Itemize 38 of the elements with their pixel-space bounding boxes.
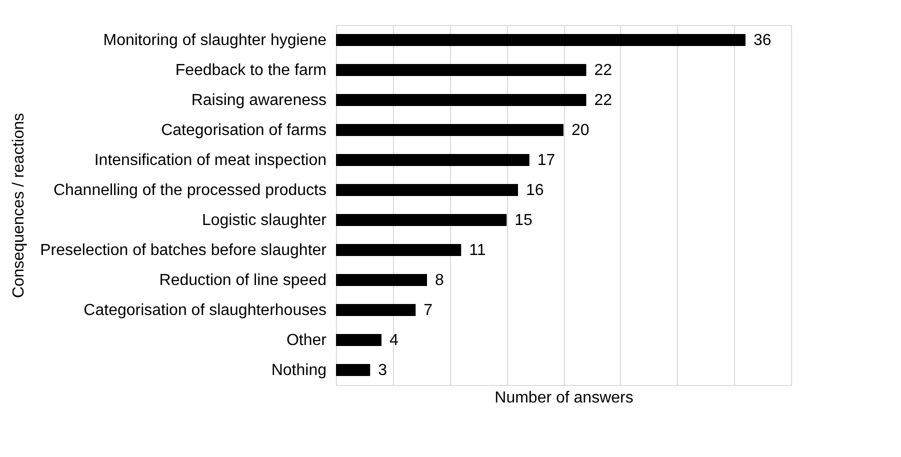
y-tick-label: Reduction of line speed xyxy=(159,272,326,289)
data-label: 20 xyxy=(572,122,590,139)
bar xyxy=(336,154,530,166)
y-tick-label: Monitoring of slaughter hygiene xyxy=(103,32,327,49)
bar xyxy=(336,184,518,196)
y-tick-label: Other xyxy=(286,332,328,349)
x-axis-title: Number of answers xyxy=(494,390,634,406)
bar xyxy=(336,124,564,136)
bar xyxy=(336,364,370,376)
bar xyxy=(336,274,427,286)
bar xyxy=(336,34,746,46)
data-label: 22 xyxy=(594,92,612,109)
y-tick-label: Intensification of meat inspection xyxy=(94,152,326,169)
y-tick-label: Feedback to the farm xyxy=(175,62,326,79)
bar xyxy=(336,214,507,226)
y-tick-label: Nothing xyxy=(271,362,326,379)
data-label: 17 xyxy=(537,152,556,169)
bar xyxy=(336,334,382,346)
y-tick-label: Categorisation of farms xyxy=(161,122,326,139)
bar xyxy=(336,304,416,316)
data-label: 3 xyxy=(378,362,388,379)
bar xyxy=(336,64,586,76)
data-label: 36 xyxy=(754,32,772,49)
y-tick-label: Raising awareness xyxy=(191,92,326,109)
bar xyxy=(336,94,586,106)
data-label: 22 xyxy=(594,62,612,79)
data-label: 8 xyxy=(435,272,444,289)
y-axis-title: Consequences / reactions xyxy=(10,113,28,298)
y-tick-label: Preselection of batches before slaughter xyxy=(40,242,328,259)
data-label: 4 xyxy=(390,332,398,349)
data-label: 11 xyxy=(469,242,486,259)
data-label: 16 xyxy=(526,182,544,199)
bar xyxy=(336,244,462,256)
y-tick-label: Channelling of the processed products xyxy=(53,182,326,199)
data-label: 7 xyxy=(424,302,433,319)
data-label: 15 xyxy=(514,212,533,229)
y-tick-label: Logistic slaughter xyxy=(202,212,328,229)
y-tick-label: Categorisation of slaughterhouses xyxy=(84,302,326,319)
